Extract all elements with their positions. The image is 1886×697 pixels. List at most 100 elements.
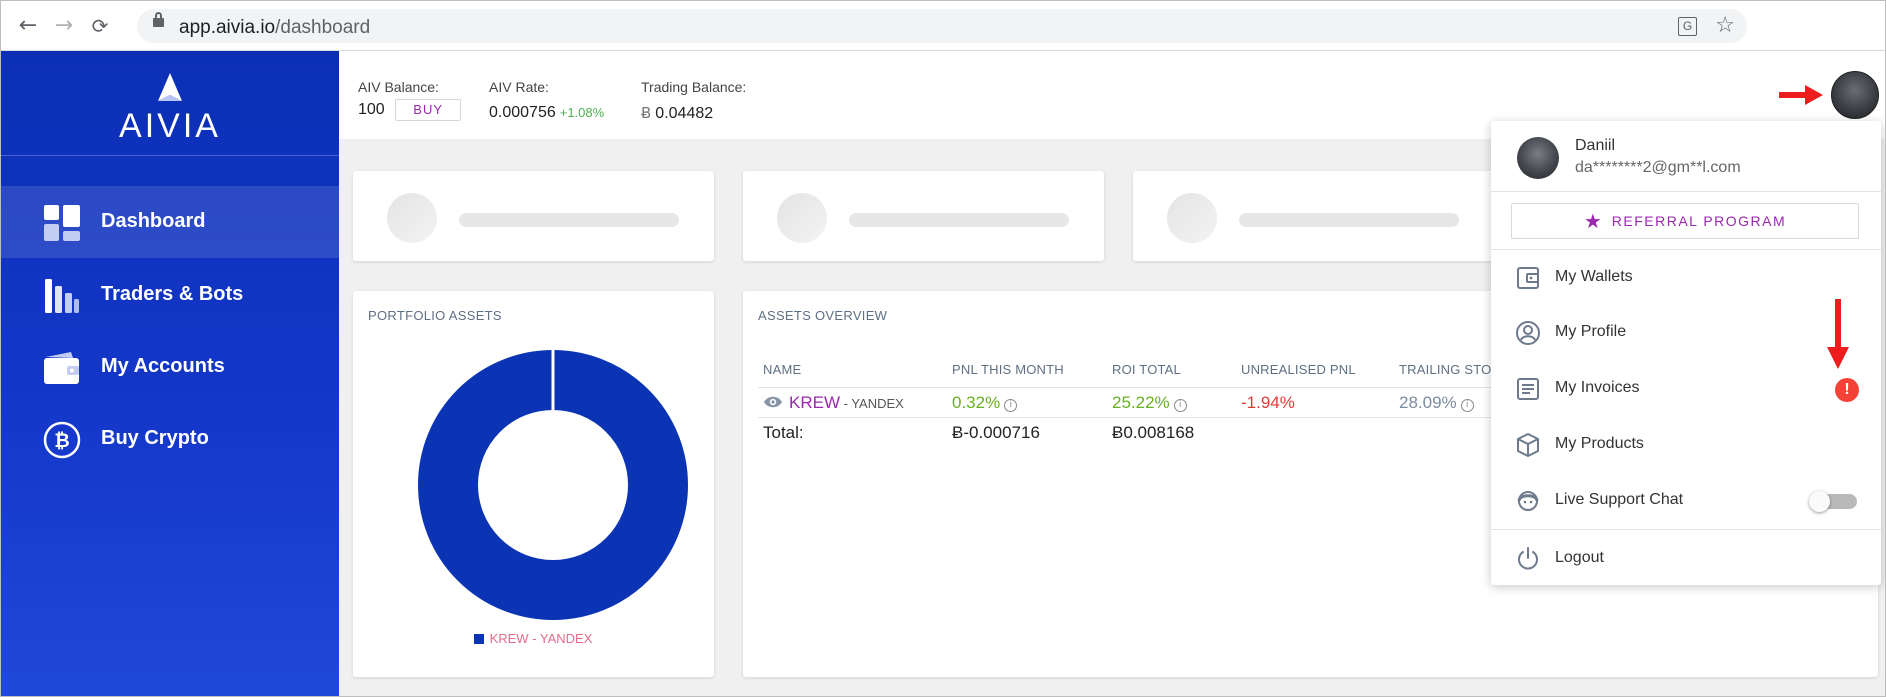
- browser-toolbar: ← → ⟳ app.aivia.io/dashboard G ☆: [1, 1, 1885, 51]
- sidebar-divider: [1, 155, 339, 156]
- menu-divider: [1491, 249, 1881, 250]
- total-label: Total:: [763, 423, 804, 442]
- invoice-icon: [1517, 378, 1539, 400]
- referral-program-button[interactable]: ★ REFERRAL PROGRAM: [1511, 203, 1859, 239]
- menu-item-label: My Products: [1555, 435, 1644, 452]
- info-icon[interactable]: i: [1173, 399, 1187, 412]
- asset-name-cell: KREW - YANDEX: [763, 393, 904, 413]
- skeleton-circle: [777, 193, 827, 243]
- column-header-name[interactable]: NAME: [763, 362, 802, 377]
- power-icon: [1518, 547, 1538, 570]
- menu-item-my-products[interactable]: My Products: [1491, 420, 1881, 470]
- user-avatar-button[interactable]: [1831, 71, 1879, 119]
- aivia-logo[interactable]: AIVIA: [119, 71, 221, 145]
- asset-separator: -: [840, 396, 852, 411]
- menu-item-live-support-chat[interactable]: Live Support Chat: [1491, 476, 1881, 526]
- pnl-month-value: 0.32%: [952, 393, 1001, 412]
- sidebar-item-label: Buy Crypto: [101, 427, 209, 449]
- user-email: da********2@gm**l.com: [1575, 159, 1741, 176]
- skeleton-bar: [459, 213, 679, 227]
- svg-text:₿: ₿: [54, 430, 69, 452]
- legend-swatch: [473, 634, 484, 644]
- buy-button[interactable]: BUY: [395, 99, 462, 121]
- portfolio-assets-title: PORTFOLIO ASSETS: [368, 308, 502, 323]
- wallet-outline-icon: [1517, 267, 1539, 289]
- user-name: Daniil: [1575, 137, 1616, 154]
- menu-divider: [1491, 191, 1881, 192]
- menu-item-my-profile[interactable]: My Profile: [1491, 308, 1881, 358]
- column-header-trailing-stop[interactable]: TRAILING STO: [1399, 362, 1492, 377]
- skeleton-bar: [849, 213, 1069, 227]
- bar-chart-icon: [45, 279, 79, 313]
- annotation-arrow-right: [1779, 85, 1823, 105]
- menu-divider: [1491, 529, 1881, 530]
- toggle-knob: [1809, 491, 1830, 512]
- wallet-icon: [44, 352, 79, 384]
- sidebar-item-my-accounts[interactable]: My Accounts: [1, 331, 339, 403]
- sidebar-item-label: My Accounts: [101, 355, 225, 377]
- aiv-rate: AIV Rate: 0.000756 +1.08%: [489, 79, 604, 122]
- menu-item-my-wallets[interactable]: My Wallets: [1491, 253, 1881, 303]
- aiv-rate-label: AIV Rate:: [489, 79, 549, 95]
- reload-icon[interactable]: ⟳: [91, 14, 109, 38]
- info-icon[interactable]: i: [1460, 399, 1474, 412]
- trading-balance-value: 0.04482: [655, 105, 714, 122]
- sidebar-item-label: Traders & Bots: [101, 283, 244, 305]
- aiv-balance-label: AIV Balance:: [358, 79, 439, 95]
- aiv-rate-row: 0.000756 +1.08%: [489, 104, 604, 122]
- eye-icon[interactable]: [763, 395, 783, 409]
- asset-name[interactable]: KREW: [789, 393, 840, 412]
- info-icon[interactable]: i: [1004, 399, 1018, 412]
- bookmark-star-icon[interactable]: ☆: [1715, 13, 1735, 38]
- menu-item-label: Live Support Chat: [1555, 491, 1684, 508]
- portfolio-donut-chart[interactable]: [417, 349, 689, 621]
- aiv-balance-value: 100: [358, 101, 385, 119]
- address-bar[interactable]: app.aivia.io/dashboard G ☆: [137, 9, 1747, 43]
- unrealised-pnl-cell: -1.94%: [1241, 393, 1295, 412]
- trailing-stop-value: 28.09%: [1399, 393, 1457, 412]
- menu-item-label: My Invoices: [1555, 379, 1640, 396]
- skeleton-circle: [387, 193, 437, 243]
- sidebar-item-buy-crypto[interactable]: ₿ Buy Crypto: [1, 403, 339, 475]
- forward-arrow-icon[interactable]: →: [54, 13, 74, 38]
- column-header-roi-total[interactable]: ROI TOTAL: [1112, 362, 1181, 377]
- url-text: app.aivia.io/dashboard: [179, 17, 371, 38]
- loading-card: [353, 171, 714, 261]
- user-menu-avatar: [1517, 137, 1559, 179]
- menu-item-label: Logout: [1555, 549, 1604, 566]
- logo-mark-icon: [158, 73, 182, 101]
- box-icon: [1517, 433, 1539, 457]
- roi-total-cell: 25.22% i: [1112, 393, 1187, 413]
- roi-total-value: 25.22%: [1112, 393, 1170, 412]
- loading-card: [743, 171, 1104, 261]
- menu-item-label: My Profile: [1555, 323, 1627, 340]
- sidebar: AIVIA Dashboard Traders & Bots: [1, 51, 339, 696]
- aiv-rate-value: 0.000756: [489, 104, 556, 121]
- column-header-unrealised-pnl[interactable]: UNREALISED PNL: [1241, 362, 1356, 377]
- asset-exchange: YANDEX: [851, 396, 904, 411]
- portfolio-legend[interactable]: KREW - YANDEX: [353, 631, 713, 646]
- logo-text: AIVIA: [119, 107, 221, 145]
- menu-item-my-invoices[interactable]: My Invoices !: [1491, 364, 1881, 414]
- trailing-stop-cell: 28.09% i: [1399, 393, 1474, 413]
- live-support-toggle[interactable]: [1809, 491, 1857, 512]
- aiv-balance-row: 100 BUY: [358, 99, 462, 121]
- menu-item-label: My Wallets: [1555, 268, 1633, 285]
- column-header-pnl-month[interactable]: PNL THIS MONTH: [952, 362, 1064, 377]
- table-divider: [758, 387, 1498, 388]
- sidebar-item-dashboard[interactable]: Dashboard: [1, 186, 339, 258]
- translate-icon[interactable]: G: [1678, 17, 1697, 36]
- legend-label: KREW - YANDEX: [489, 631, 593, 646]
- assets-overview-title: ASSETS OVERVIEW: [758, 308, 888, 323]
- trading-balance-row: Ƀ 0.04482: [641, 104, 746, 123]
- invoice-alert-badge: !: [1835, 378, 1859, 402]
- star-icon: ★: [1583, 209, 1602, 233]
- pnl-month-cell: 0.32% i: [952, 393, 1018, 413]
- menu-item-logout[interactable]: Logout: [1491, 534, 1881, 584]
- lock-icon: [153, 12, 164, 27]
- btc-symbol: Ƀ: [641, 104, 652, 122]
- trading-balance-label: Trading Balance:: [641, 79, 747, 95]
- sidebar-item-traders-bots[interactable]: Traders & Bots: [1, 259, 339, 331]
- back-arrow-icon[interactable]: ←: [18, 13, 38, 38]
- table-divider: [758, 417, 1498, 418]
